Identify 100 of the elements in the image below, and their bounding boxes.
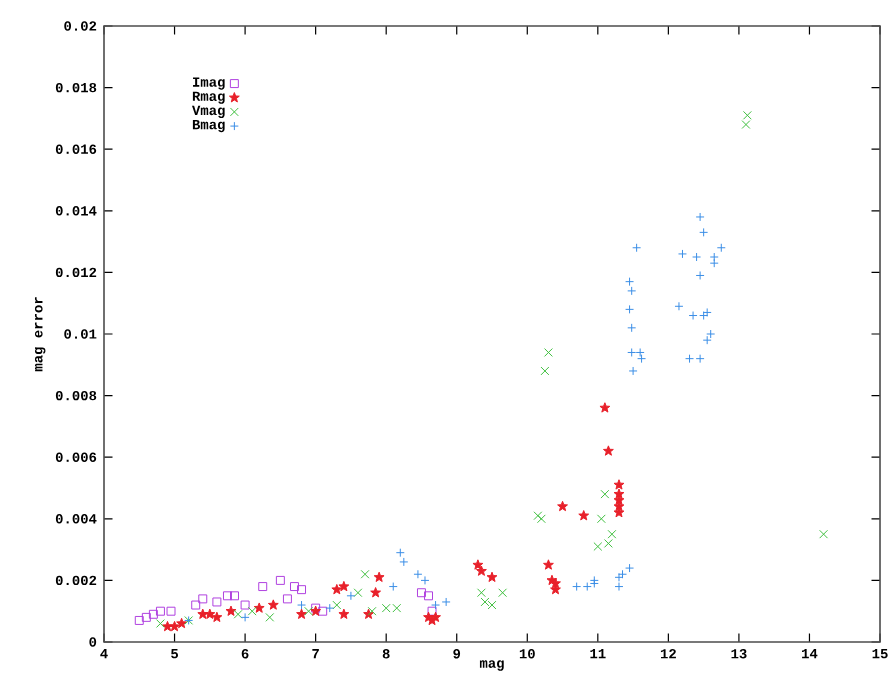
point bbox=[222, 591, 232, 601]
point bbox=[420, 575, 430, 585]
point bbox=[198, 594, 208, 604]
point bbox=[480, 597, 490, 607]
point bbox=[424, 591, 433, 601]
point bbox=[699, 227, 709, 237]
point bbox=[162, 620, 173, 632]
point bbox=[674, 301, 684, 311]
point bbox=[169, 620, 180, 632]
point bbox=[476, 588, 486, 598]
point bbox=[332, 600, 342, 610]
point bbox=[625, 277, 635, 287]
point bbox=[148, 609, 158, 619]
point bbox=[627, 323, 637, 333]
point bbox=[695, 270, 705, 280]
point bbox=[155, 619, 165, 628]
point bbox=[618, 569, 627, 579]
point bbox=[627, 286, 637, 296]
point bbox=[388, 582, 398, 592]
point bbox=[338, 608, 350, 619]
point bbox=[297, 585, 307, 595]
point bbox=[240, 612, 250, 622]
point bbox=[635, 347, 645, 357]
point bbox=[258, 582, 268, 592]
point bbox=[134, 615, 144, 625]
point bbox=[627, 347, 637, 357]
point bbox=[632, 243, 642, 253]
point bbox=[141, 612, 151, 622]
point bbox=[253, 602, 265, 613]
point bbox=[582, 582, 592, 592]
point bbox=[265, 612, 275, 622]
point bbox=[614, 582, 624, 592]
point bbox=[427, 606, 437, 616]
point bbox=[557, 500, 568, 512]
point bbox=[338, 580, 350, 592]
point bbox=[607, 529, 617, 539]
point bbox=[677, 249, 687, 259]
point bbox=[155, 606, 165, 616]
point bbox=[275, 575, 285, 585]
point bbox=[540, 366, 550, 376]
point bbox=[692, 252, 702, 262]
point bbox=[543, 559, 554, 570]
point bbox=[166, 606, 176, 616]
point bbox=[204, 608, 216, 619]
point bbox=[416, 588, 426, 598]
point bbox=[176, 617, 188, 629]
point bbox=[413, 569, 423, 579]
point bbox=[211, 611, 223, 623]
point bbox=[289, 582, 299, 592]
point bbox=[702, 335, 712, 345]
point bbox=[360, 569, 370, 579]
point bbox=[373, 571, 385, 583]
point bbox=[628, 366, 638, 376]
point bbox=[600, 489, 610, 499]
point bbox=[212, 597, 222, 607]
point bbox=[599, 402, 611, 413]
point bbox=[370, 587, 382, 598]
point bbox=[297, 600, 307, 610]
point bbox=[613, 479, 625, 490]
point bbox=[625, 304, 635, 314]
point bbox=[399, 557, 409, 567]
point bbox=[247, 606, 257, 616]
point bbox=[706, 329, 716, 339]
point bbox=[544, 348, 553, 357]
point bbox=[578, 510, 590, 521]
point bbox=[637, 354, 647, 364]
point bbox=[230, 591, 239, 601]
point bbox=[191, 600, 201, 610]
point bbox=[304, 606, 314, 616]
point bbox=[431, 600, 441, 610]
point bbox=[296, 608, 307, 619]
point bbox=[742, 110, 752, 120]
point bbox=[475, 565, 487, 576]
point bbox=[741, 120, 751, 129]
point bbox=[318, 606, 328, 616]
point bbox=[346, 591, 356, 601]
point bbox=[225, 605, 237, 616]
point bbox=[685, 354, 695, 364]
point bbox=[695, 212, 705, 222]
point bbox=[819, 529, 829, 539]
point bbox=[602, 445, 614, 456]
point bbox=[353, 588, 363, 598]
point bbox=[695, 354, 705, 364]
point bbox=[572, 582, 582, 592]
point bbox=[282, 594, 292, 604]
point bbox=[498, 588, 508, 598]
point bbox=[233, 609, 243, 619]
point bbox=[688, 311, 698, 320]
point bbox=[395, 548, 405, 558]
point bbox=[240, 600, 250, 610]
point bbox=[709, 252, 719, 262]
point bbox=[472, 559, 484, 570]
point bbox=[441, 597, 451, 607]
point bbox=[625, 563, 635, 573]
point bbox=[267, 599, 279, 610]
point bbox=[716, 243, 726, 253]
point bbox=[487, 600, 497, 610]
point bbox=[325, 603, 335, 613]
point bbox=[596, 514, 606, 524]
point bbox=[331, 583, 343, 595]
